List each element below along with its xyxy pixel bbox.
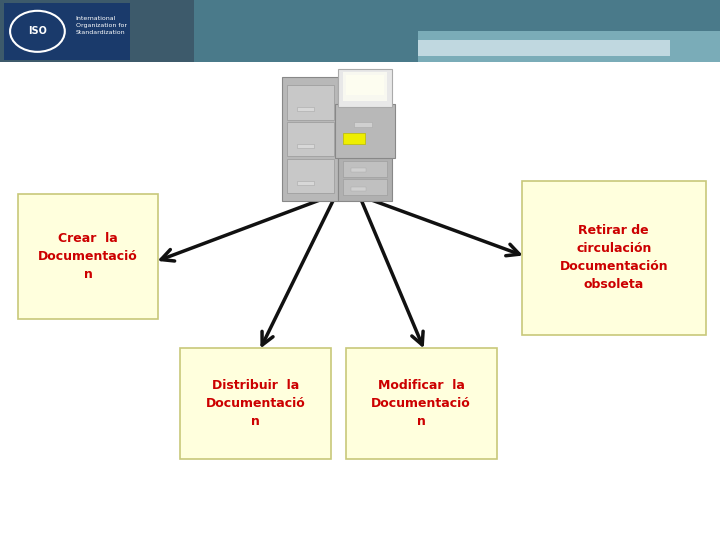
- FancyBboxPatch shape: [287, 85, 334, 119]
- FancyBboxPatch shape: [351, 187, 366, 191]
- FancyBboxPatch shape: [343, 161, 387, 177]
- Bar: [194, 0, 720, 62]
- Text: International
Organization for
Standardization: International Organization for Standardi…: [76, 16, 127, 35]
- FancyBboxPatch shape: [287, 122, 334, 157]
- FancyBboxPatch shape: [18, 194, 158, 319]
- FancyBboxPatch shape: [297, 107, 314, 111]
- FancyBboxPatch shape: [343, 179, 387, 195]
- FancyBboxPatch shape: [180, 348, 331, 459]
- Text: Crear  la
Documentació
n: Crear la Documentació n: [38, 232, 138, 281]
- FancyBboxPatch shape: [346, 348, 497, 459]
- Bar: [418, 40, 670, 56]
- FancyBboxPatch shape: [338, 155, 392, 201]
- FancyBboxPatch shape: [343, 72, 387, 101]
- FancyBboxPatch shape: [297, 144, 314, 148]
- Bar: [418, 31, 720, 62]
- FancyBboxPatch shape: [522, 181, 706, 335]
- Text: Modificar  la
Documentació
n: Modificar la Documentació n: [372, 379, 471, 428]
- FancyBboxPatch shape: [282, 77, 338, 201]
- Text: Distribuir  la
Documentació
n: Distribuir la Documentació n: [206, 379, 305, 428]
- Bar: [0, 0, 720, 62]
- FancyBboxPatch shape: [354, 122, 372, 127]
- FancyBboxPatch shape: [343, 133, 365, 144]
- FancyBboxPatch shape: [338, 69, 392, 107]
- Bar: [4, 3, 130, 60]
- FancyBboxPatch shape: [297, 181, 314, 185]
- FancyBboxPatch shape: [351, 168, 366, 172]
- FancyBboxPatch shape: [287, 159, 334, 193]
- Text: Retirar de
circulación
Documentación
obsoleta: Retirar de circulación Documentación obs…: [559, 224, 668, 292]
- FancyBboxPatch shape: [346, 75, 384, 95]
- Text: ISO: ISO: [28, 26, 47, 36]
- FancyBboxPatch shape: [335, 104, 395, 158]
- Circle shape: [10, 11, 65, 52]
